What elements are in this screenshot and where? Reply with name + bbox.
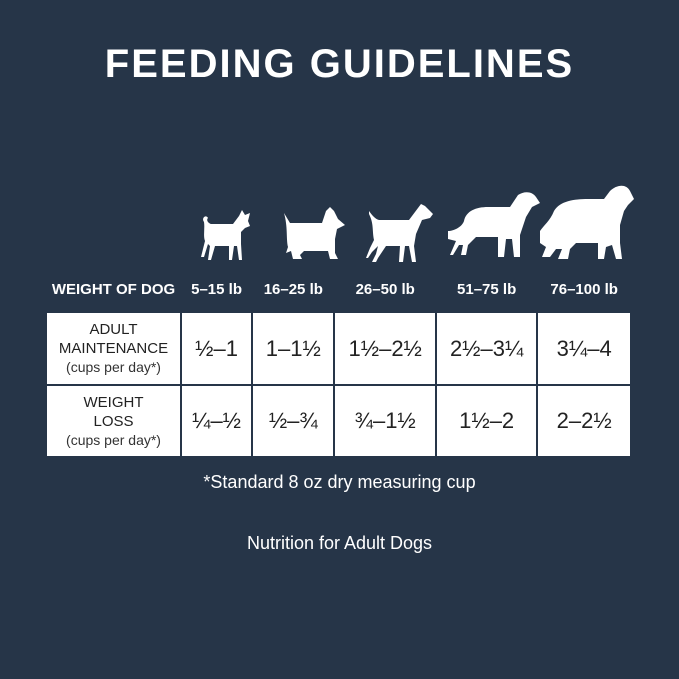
header-weight-range: 51–75 lb <box>434 265 539 313</box>
header-weight-of-dog: WEIGHT OF DOG <box>45 265 182 313</box>
row-label-line: WEIGHT <box>83 393 144 411</box>
boxer-silhouette-icon <box>366 204 433 262</box>
footnote: *Standard 8 oz dry measuring cup <box>203 472 476 492</box>
header-weight-range: 26–50 lb <box>333 265 437 313</box>
row-label: ADULT MAINTENANCE (cups per day*) <box>45 311 182 386</box>
dog-silhouettes <box>0 185 679 263</box>
table-cell: 1½–2½ <box>333 311 437 386</box>
table-cell: 2½–3¼ <box>434 311 539 386</box>
table-cell: 1–1½ <box>251 311 336 386</box>
table-row-weight-loss: WEIGHT LOSS (cups per day*) ¼–½ ½–¾ ¾–1½ 1… <box>45 384 632 458</box>
table-row-adult-maintenance: ADULT MAINTENANCE (cups per day*) ½–1 1–1½… <box>45 311 632 386</box>
table-cell: ½–¾ <box>251 384 336 458</box>
header-weight-range: 16–25 lb <box>251 265 336 313</box>
row-label-unit: (cups per day*) <box>66 431 161 448</box>
page-title: FEEDING GUIDELINES <box>104 42 575 86</box>
row-label: WEIGHT LOSS (cups per day*) <box>45 384 182 458</box>
terrier-silhouette-icon <box>284 207 345 259</box>
table-cell: ½–1 <box>179 311 254 386</box>
table-cell: 3¼–4 <box>536 311 632 386</box>
retriever-silhouette-icon <box>448 192 540 257</box>
row-label-line: ADULT <box>89 321 138 338</box>
row-label-line: LOSS <box>93 412 134 430</box>
chihuahua-silhouette-icon <box>201 210 250 260</box>
row-label-line: MAINTENANCE <box>58 340 169 357</box>
header-weight-range: 5–15 lb <box>179 265 254 313</box>
table-header-row: WEIGHT OF DOG 5–15 lb 16–25 lb 26–50 lb … <box>45 265 632 313</box>
feeding-table: WEIGHT OF DOG 5–15 lb 16–25 lb 26–50 lb … <box>45 265 632 458</box>
table-cell: ¼–½ <box>179 384 254 458</box>
row-label-unit: (cups per day*) <box>66 359 161 375</box>
tagline: Nutrition for Adult Dogs <box>246 533 433 553</box>
table-cell: 2–2½ <box>536 384 632 458</box>
header-weight-range: 76–100 lb <box>536 265 632 313</box>
table-cell: ¾–1½ <box>333 384 437 458</box>
table-cell: 1½–2 <box>434 384 539 458</box>
newfoundland-silhouette-icon <box>540 185 634 259</box>
